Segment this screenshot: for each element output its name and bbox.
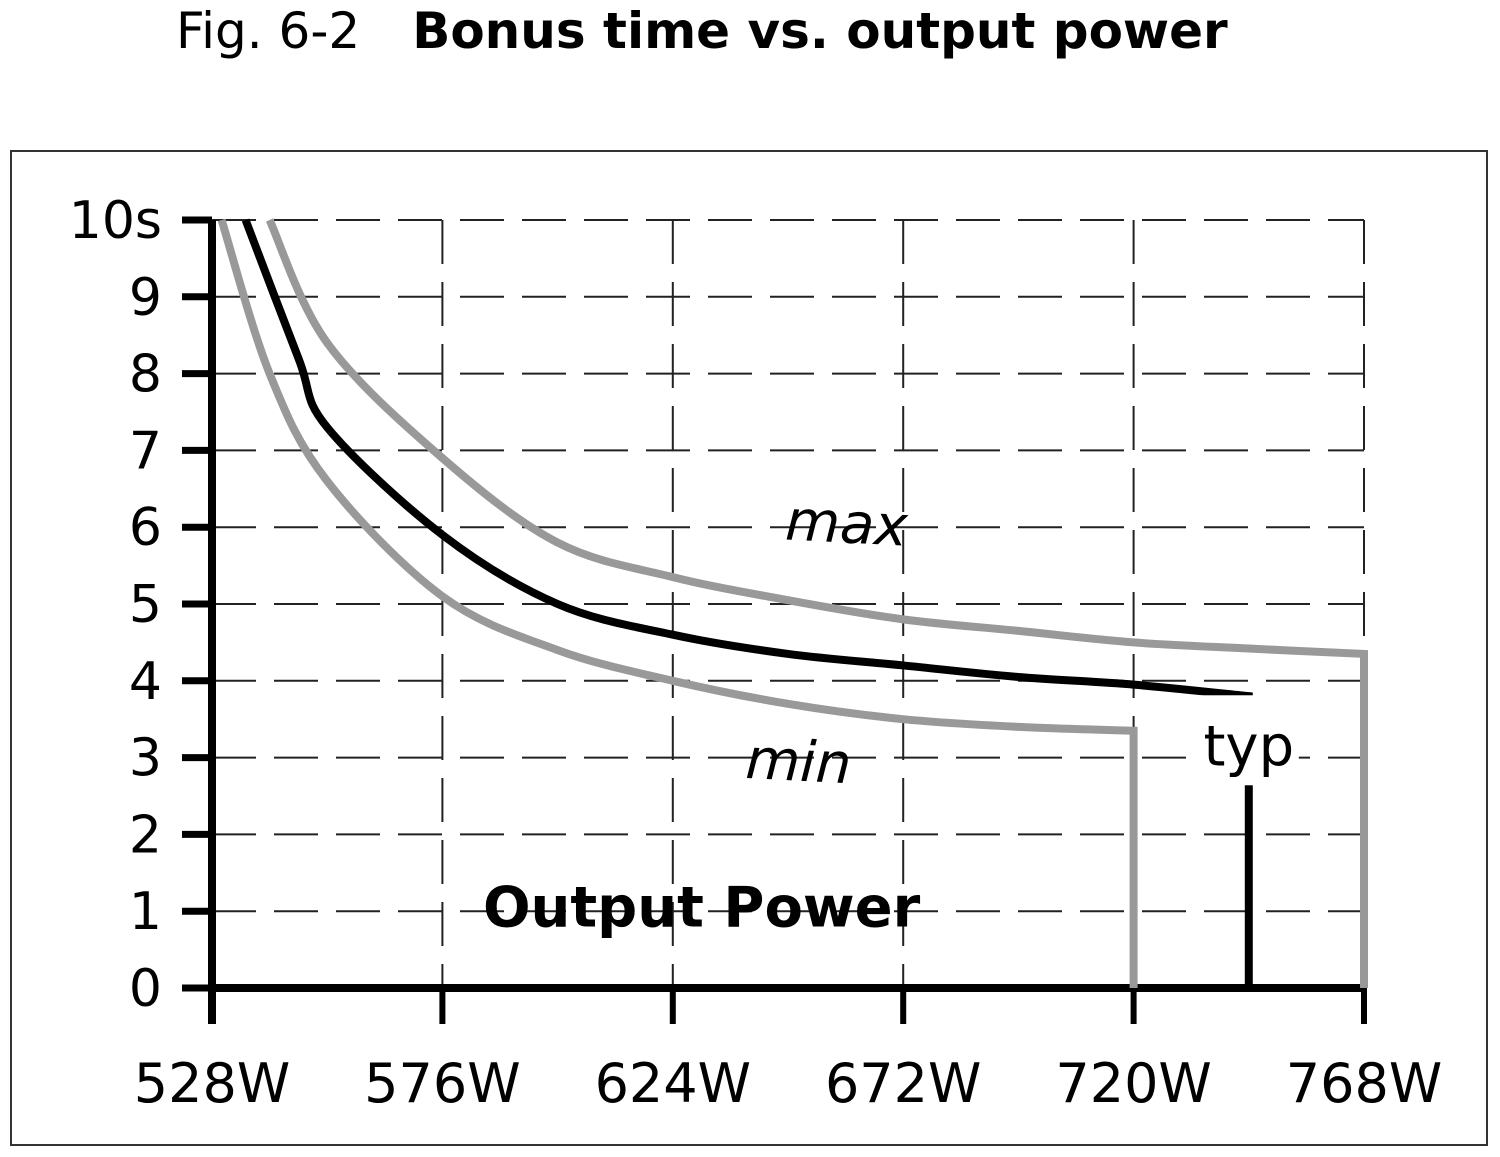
y-tick-label: 1 xyxy=(129,882,162,942)
y-tick-label: 0 xyxy=(129,959,162,1019)
x-tick-label: 768W xyxy=(1286,1052,1442,1115)
chart-frame xyxy=(10,150,1488,1146)
typ-label-background xyxy=(1198,695,1299,786)
series-line-min xyxy=(217,218,1138,988)
series-line-max xyxy=(265,218,1368,988)
figure-title: Fig. 6-2 Bonus time vs. output power xyxy=(176,2,1228,60)
y-tick-label: 5 xyxy=(129,575,162,635)
y-tick-label: 3 xyxy=(129,729,162,789)
series-label-typ: typ xyxy=(1203,714,1294,779)
series-line-typ xyxy=(241,218,1253,988)
y-tick-label: 4 xyxy=(129,652,162,712)
figure-number: Fig. 6-2 xyxy=(176,2,361,60)
grid-lines xyxy=(212,219,1365,988)
series-label-max: max xyxy=(784,488,910,559)
x-tick-label: 576W xyxy=(364,1052,520,1115)
y-tick-label: 7 xyxy=(129,421,162,481)
figure-caption: Bonus time vs. output power xyxy=(412,2,1228,60)
series-lines xyxy=(217,218,1368,988)
x-tick-label: 624W xyxy=(595,1052,751,1115)
series-label-min: min xyxy=(744,727,853,797)
x-tick-label: 720W xyxy=(1055,1052,1211,1115)
x-tick-label: 672W xyxy=(825,1052,981,1115)
y-tick-label: 10s xyxy=(69,191,162,251)
y-tick-label: 8 xyxy=(129,345,162,405)
x-axis-title: Output Power xyxy=(483,876,921,941)
labels: 0 1 2 3 4 5 6 7 8 9 10s 528W 576W 624W 672W 720W 768W max… xyxy=(69,191,1443,1115)
axes xyxy=(182,216,1367,1024)
y-tick-label: 2 xyxy=(129,805,162,865)
y-tick-label: 6 xyxy=(129,498,162,558)
y-tick-label: 9 xyxy=(129,268,162,328)
x-tick-label: 528W xyxy=(134,1052,290,1115)
